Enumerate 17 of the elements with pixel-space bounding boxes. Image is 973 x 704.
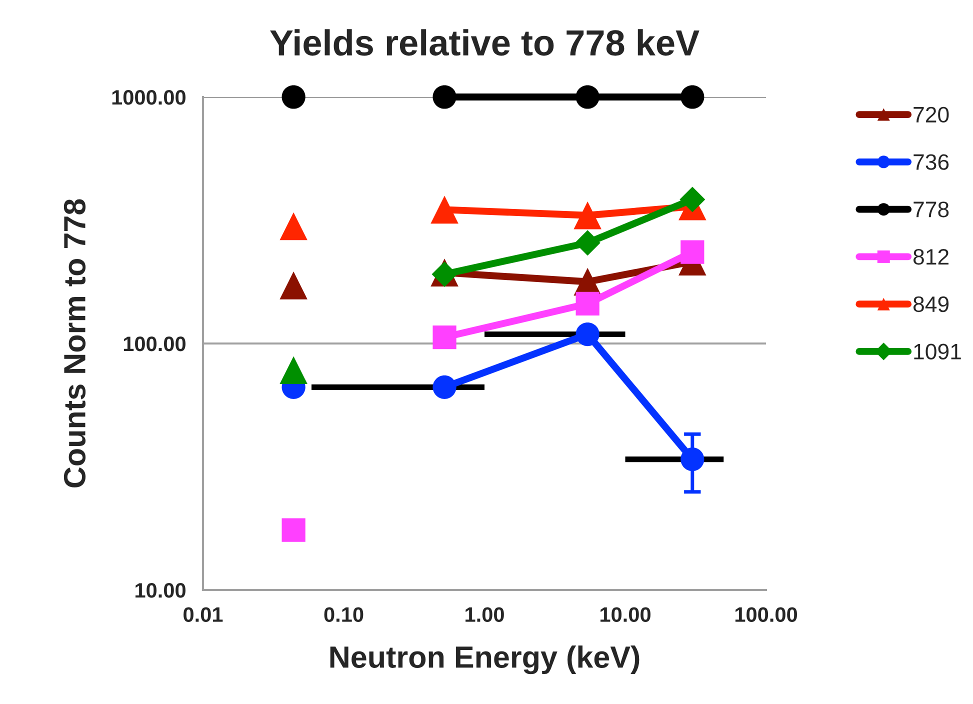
- y-tick-label: 100.00: [124, 336, 186, 352]
- y-tick-label: 1000.00: [112, 90, 186, 105]
- legend-label: 1091: [914, 344, 961, 360]
- x-tick-label: 10.00: [600, 607, 650, 622]
- y-axis-title: Counts Norm to 778: [64, 199, 86, 488]
- legend-label: 736: [914, 154, 949, 170]
- x-axis-title: Neutron Energy (keV): [330, 646, 640, 674]
- x-tick-label: 0.01: [184, 607, 223, 622]
- chart-title: Yields relative to 778 keV: [270, 29, 700, 56]
- x-tick-label: 100.00: [735, 607, 798, 622]
- legend-label: 849: [913, 296, 949, 312]
- x-tick-label: 0.10: [324, 607, 364, 622]
- y-tick-label: 10.00: [136, 583, 186, 598]
- legend-label: 778: [914, 202, 949, 218]
- x-tick-label: 1.00: [466, 607, 504, 622]
- legend-label: 720: [914, 106, 949, 123]
- legend-label: 812: [913, 248, 948, 265]
